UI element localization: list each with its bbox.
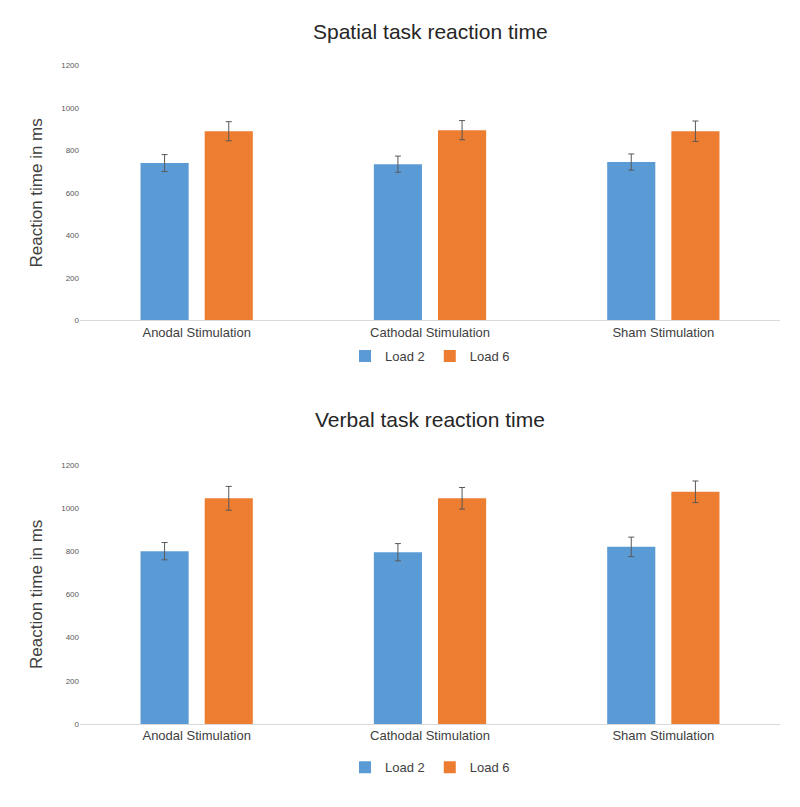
svg-text:0: 0 xyxy=(75,316,80,325)
svg-text:1200: 1200 xyxy=(61,61,79,70)
svg-text:Verbal task reaction time: Verbal task reaction time xyxy=(315,408,545,431)
svg-text:1000: 1000 xyxy=(61,104,79,113)
svg-text:800: 800 xyxy=(66,547,80,556)
svg-text:Sham Stimulation: Sham Stimulation xyxy=(612,728,714,743)
svg-text:0: 0 xyxy=(75,720,80,729)
svg-text:Load 2: Load 2 xyxy=(385,760,425,775)
svg-text:800: 800 xyxy=(66,146,80,155)
svg-text:600: 600 xyxy=(66,590,80,599)
svg-text:1000: 1000 xyxy=(61,504,79,513)
svg-text:200: 200 xyxy=(66,274,80,283)
svg-text:600: 600 xyxy=(66,189,80,198)
svg-text:400: 400 xyxy=(66,231,80,240)
svg-text:Load 2: Load 2 xyxy=(385,349,425,364)
svg-text:400: 400 xyxy=(66,633,80,642)
svg-text:Reaction time in ms: Reaction time in ms xyxy=(27,118,46,267)
svg-text:Anodal Stimulation: Anodal Stimulation xyxy=(142,325,250,340)
svg-text:Cathodal Stimulation: Cathodal Stimulation xyxy=(370,728,490,743)
svg-text:Anodal Stimulation: Anodal Stimulation xyxy=(142,728,250,743)
svg-text:Sham Stimulation: Sham Stimulation xyxy=(612,325,714,340)
svg-text:Cathodal Stimulation: Cathodal Stimulation xyxy=(370,325,490,340)
svg-text:Load 6: Load 6 xyxy=(470,760,510,775)
svg-text:Spatial task reaction time: Spatial task reaction time xyxy=(313,20,548,43)
svg-text:200: 200 xyxy=(66,677,80,686)
svg-text:1200: 1200 xyxy=(61,461,79,470)
svg-text:Reaction time in ms: Reaction time in ms xyxy=(27,520,46,669)
svg-text:Load 6: Load 6 xyxy=(470,349,510,364)
